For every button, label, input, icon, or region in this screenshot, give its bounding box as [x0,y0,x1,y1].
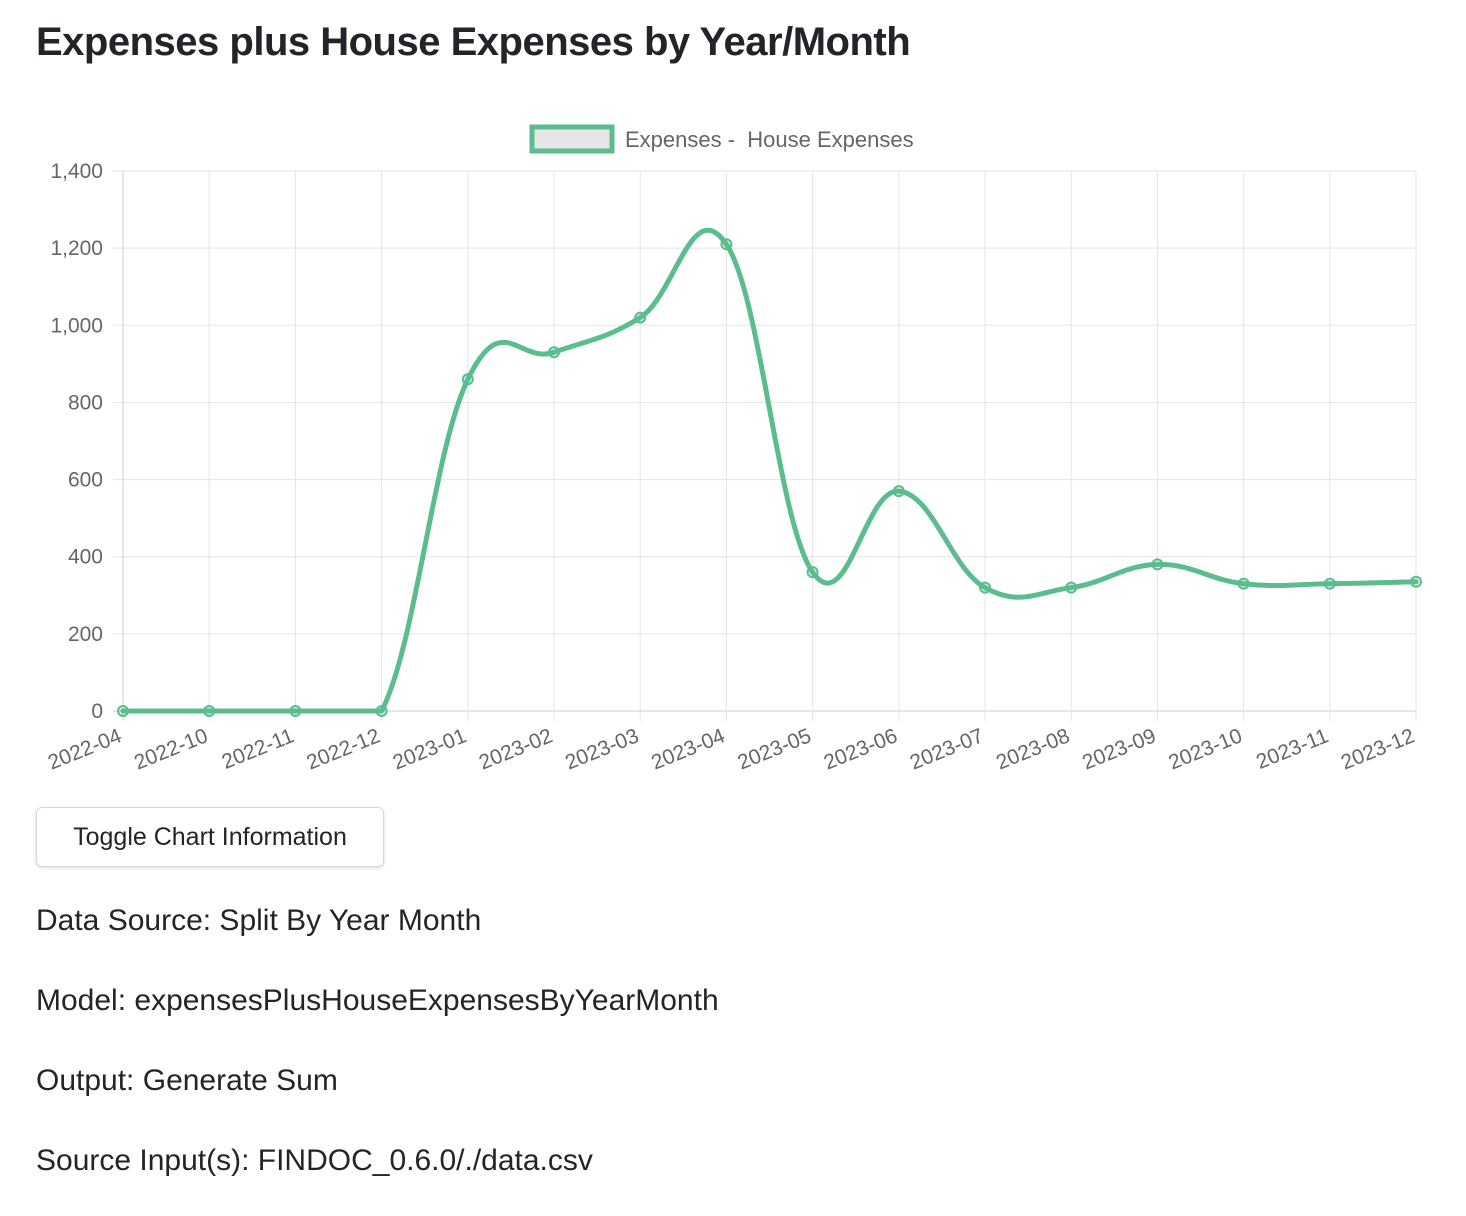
x-tick-label: 2023-01 [390,724,470,774]
data-point [203,705,216,717]
x-tick-label: 2022-10 [131,724,211,774]
x-tick-label: 2023-05 [734,724,814,774]
x-tick-label: 2022-12 [303,724,383,774]
data-point [1065,581,1078,594]
page-title: Expenses plus House Expenses by Year/Mon… [36,20,911,64]
x-tick-label: 2023-11 [1253,724,1332,774]
data-point [720,238,733,251]
model-text: Model: expensesPlusHouseExpensesByYearMo… [36,984,719,1017]
x-tick-label: 2023-06 [821,724,901,774]
series-line [120,227,1419,714]
data-point [1410,575,1422,588]
y-tick-label: 400 [68,546,103,569]
x-tick-label: 2023-09 [1079,724,1159,774]
data-point [289,705,302,717]
x-tick-label: 2022-04 [45,724,125,774]
x-tick-label: 2023-03 [562,724,642,774]
toggle-chart-information-button[interactable]: Toggle Chart Information [36,807,384,867]
x-tick-label: 2023-10 [1165,724,1245,774]
y-tick-label: 0 [91,700,103,723]
y-tick-label: 800 [68,391,103,414]
chart-grid [113,170,1417,721]
x-axis-ticks: 2022-04 2022-10 2022-11 2022-12 2023-01 2023-… [45,724,1418,774]
y-axis-ticks: 0 200 400 600 800 1,000 1,200 1,400 [50,160,103,723]
data-point [1323,577,1336,590]
data-point [117,705,129,717]
x-tick-label: 2023-12 [1338,724,1418,774]
data-point [806,566,819,579]
x-tick-label: 2023-07 [907,724,987,774]
line-chart: 0 200 400 600 800 1,000 1,200 1,400 2022-04 2022… [0,100,1466,805]
source-inputs-text: Source Input(s): FINDOC_0.6.0/./data.csv [36,1144,593,1177]
y-tick-label: 600 [68,469,103,492]
y-tick-label: 1,000 [50,314,103,337]
x-tick-label: 2023-04 [648,724,728,774]
chart-series [117,227,1422,717]
x-tick-label: 2023-08 [993,724,1073,774]
legend-swatch[interactable] [529,124,615,154]
chart-legend[interactable]: Expenses - House Expenses [529,124,914,154]
data-point [1151,558,1164,571]
data-point [375,705,388,717]
data-point [548,346,560,359]
output-text: Output: Generate Sum [36,1064,338,1097]
data-point [634,311,647,324]
data-point [979,581,991,594]
x-tick-label: 2022-11 [219,724,298,774]
data-point [461,373,474,386]
data-point [1237,577,1250,590]
data-source-text: Data Source: Split By Year Month [36,904,482,937]
legend-label[interactable]: Expenses - House Expenses [625,127,914,152]
y-tick-label: 200 [68,623,103,646]
data-point [892,485,905,498]
x-tick-label: 2023-02 [476,724,556,774]
y-tick-label: 1,400 [50,160,103,183]
y-tick-label: 1,200 [50,237,103,260]
